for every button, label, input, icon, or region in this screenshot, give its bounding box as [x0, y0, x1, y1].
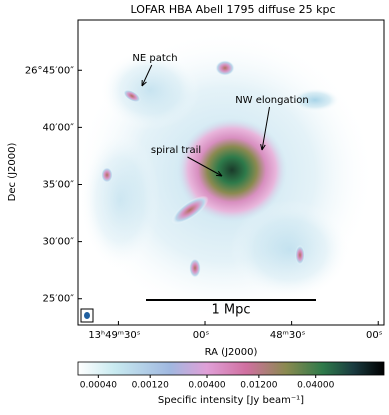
- y-tick-label: 40′00″: [43, 122, 75, 133]
- annotation: NW elongation: [235, 95, 309, 106]
- colorbar-tick-label: 0.00040: [80, 381, 117, 391]
- x-tick-label: 00ˢ: [366, 330, 383, 341]
- annotation-arrow: [261, 106, 270, 151]
- colorbar-label: Specific intensity [Jy beam⁻¹]: [158, 395, 304, 406]
- y-tick-label: 25′00″: [43, 294, 75, 305]
- chart-title: LOFAR HBA Abell 1795 diffuse 25 kpc: [130, 3, 335, 16]
- colorbar-tick-label: 0.04000: [297, 381, 334, 391]
- annotation: NE patch: [132, 53, 177, 64]
- colorbar-tick-label: 0.00400: [188, 381, 225, 391]
- annotation-arrow: [187, 156, 223, 177]
- colorbar-tick-label: 0.00120: [132, 381, 169, 391]
- arrow-head: [260, 144, 266, 151]
- image: [78, 20, 384, 325]
- y-tick-label: 35′00″: [43, 179, 75, 190]
- x-tick-label: 48ᵐ30ˢ: [270, 330, 306, 341]
- colorbar-tick-label: 0.01200: [240, 381, 277, 391]
- x-tick-label: 00ˢ: [193, 330, 210, 341]
- x-label: RA (J2000): [205, 347, 258, 358]
- arrow-head: [141, 79, 147, 87]
- annotation: spiral trail: [151, 145, 201, 156]
- scalebar-label: 1 Mpc: [211, 303, 250, 318]
- y-label: Dec (J2000): [7, 143, 18, 202]
- x-tick-label: 13ʰ49ᵐ30ˢ: [88, 330, 140, 341]
- colorbar: [77, 361, 385, 376]
- y-tick-label: 26°45′00″: [25, 65, 74, 76]
- y-tick-label: 30′00″: [43, 237, 75, 248]
- annotation-arrow: [141, 64, 153, 87]
- arrow-head: [215, 170, 223, 177]
- frame: [77, 19, 385, 326]
